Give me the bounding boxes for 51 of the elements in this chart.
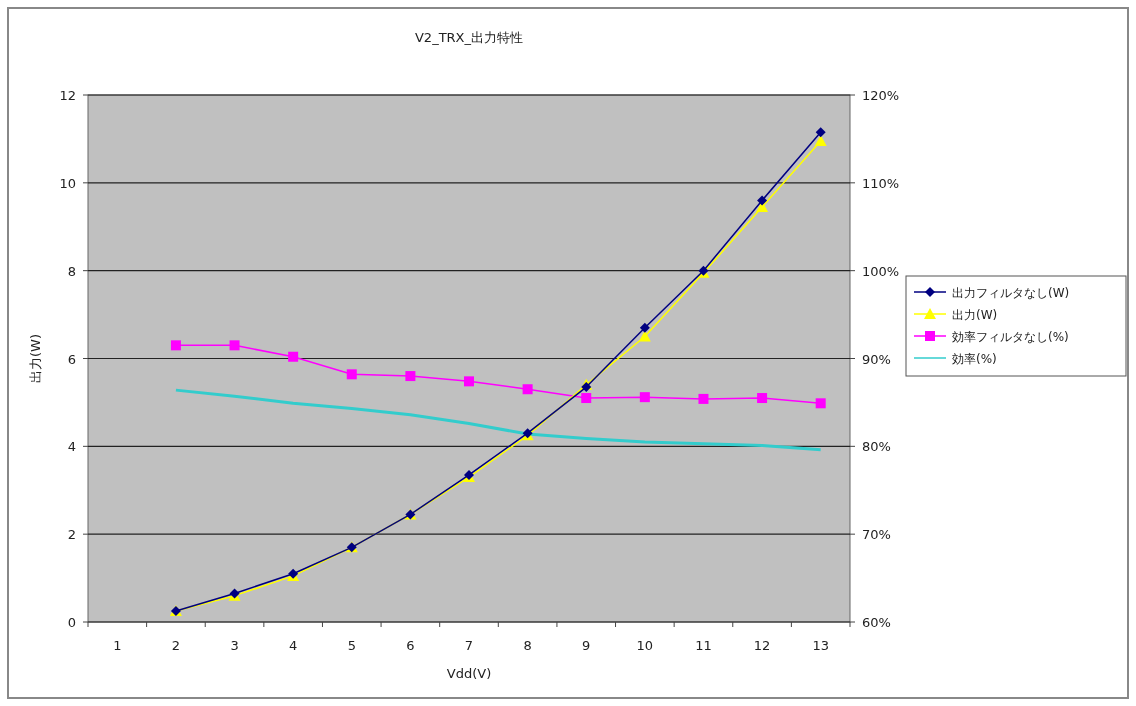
x-tick-label: 10	[636, 638, 654, 653]
point	[698, 393, 709, 404]
y2-tick-label: 120%	[862, 88, 900, 103]
legend-label: 効率フィルタなし(%)	[952, 330, 1069, 344]
point	[229, 340, 240, 351]
x-tick-label: 4	[289, 638, 298, 653]
y-tick-label: 4	[67, 439, 76, 455]
legend-label: 出力フィルタなし(W)	[952, 286, 1070, 300]
legend-label: 出力(W)	[952, 308, 998, 322]
y2-tick-label: 110%	[862, 175, 900, 191]
point	[815, 127, 826, 138]
x-tick-label: 13	[812, 638, 829, 653]
legend-label: 効率(%)	[952, 352, 997, 366]
x-tick-label: 5	[347, 638, 356, 653]
y2-tick-label: 60%	[862, 615, 891, 630]
y-tick-label: 2	[67, 527, 76, 543]
y-tick-label: 10	[59, 175, 76, 191]
y-tick-label: 12	[59, 88, 76, 103]
point	[814, 135, 827, 147]
x-tick-label: 2	[171, 638, 181, 653]
x-tick-label: 9	[582, 638, 591, 653]
point	[757, 195, 768, 206]
point	[639, 392, 650, 403]
point	[757, 393, 768, 404]
point	[464, 376, 474, 387]
y2-tick-label: 100%	[862, 263, 900, 279]
y-axis-title: 出力(W)	[28, 334, 43, 383]
y-tick-label: 0	[67, 615, 76, 630]
chart-title: V2_TRX_出力特性	[414, 30, 524, 45]
point	[170, 340, 181, 351]
x-tick-label: 3	[230, 638, 239, 653]
x-axis-title: Vdd(V)	[446, 666, 492, 681]
x-tick-label: 1	[113, 638, 122, 653]
y2-tick-label: 80%	[862, 439, 891, 455]
point	[581, 393, 592, 404]
point	[405, 371, 416, 382]
y-tick-label: 6	[67, 351, 76, 367]
y2-tick-label: 70%	[862, 527, 891, 543]
point	[815, 398, 826, 409]
x-tick-label: 7	[464, 638, 474, 653]
x-tick-label: 6	[406, 638, 415, 653]
x-tick-label: 12	[753, 638, 771, 653]
point	[522, 384, 533, 395]
point	[581, 382, 592, 393]
x-tick-label: 11	[695, 638, 712, 653]
point	[288, 351, 299, 362]
point	[346, 369, 357, 380]
x-tick-label: 8	[523, 638, 532, 653]
y-tick-label: 8	[67, 263, 76, 279]
y2-tick-label: 90%	[862, 351, 891, 367]
point	[639, 322, 650, 333]
